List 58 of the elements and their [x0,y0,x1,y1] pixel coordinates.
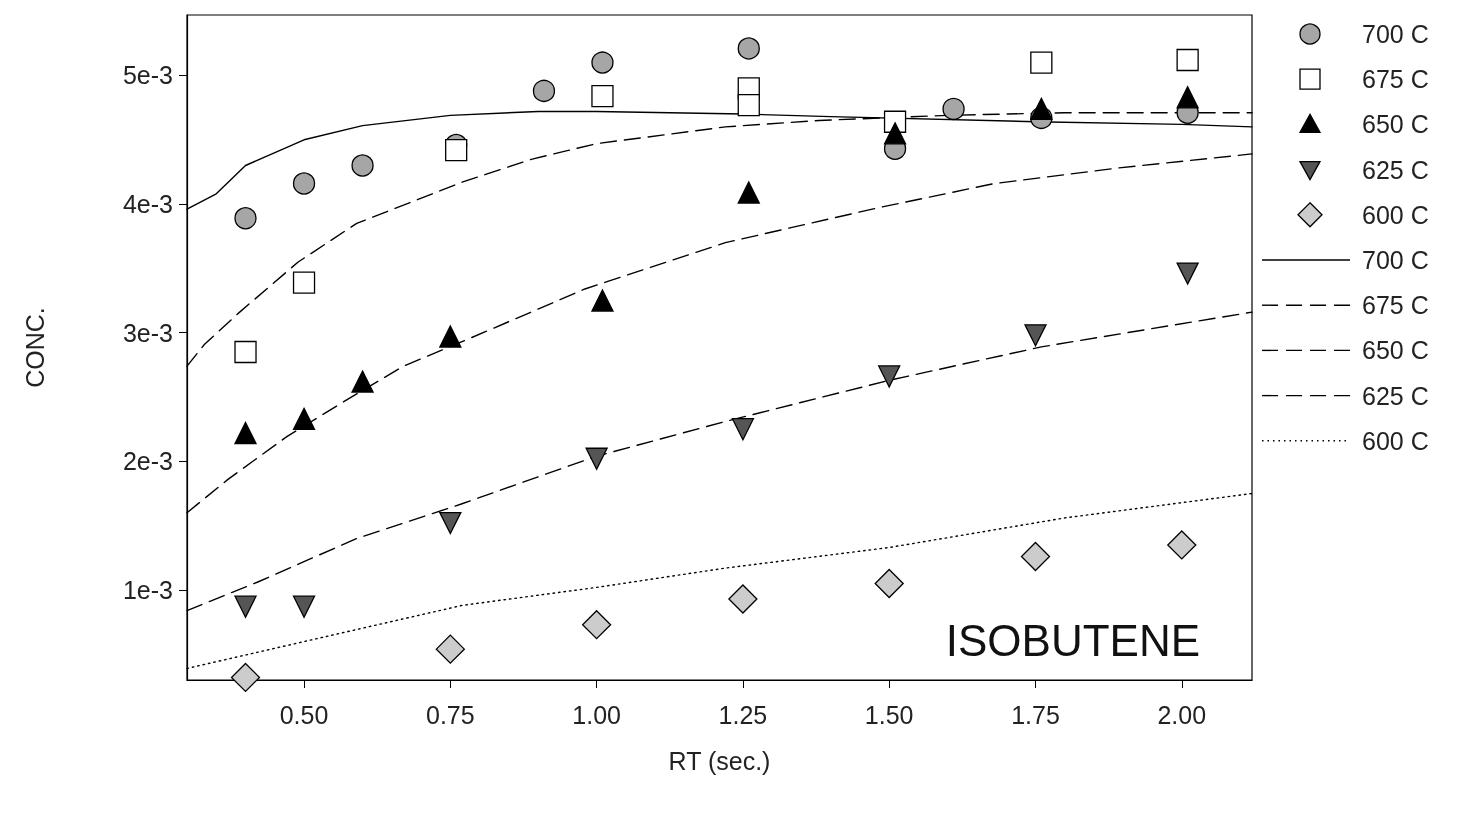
legend-label: 675 C [1362,291,1429,320]
point [292,172,316,195]
legend-label: 650 C [1362,110,1429,139]
point [737,93,760,117]
point [942,97,965,121]
point [878,365,901,388]
y-tick-label: 5e-3 [122,61,173,90]
point [1167,530,1197,560]
point [1176,86,1199,109]
point [439,325,462,348]
x-axis-title: RT (sec.) [668,746,771,775]
point [591,51,614,74]
legend-label: 625 C [1362,155,1429,184]
point [351,154,374,177]
legend-label: 600 C [1362,200,1429,229]
y-tick-label: 2e-3 [122,447,173,476]
point [292,407,316,431]
point [1020,541,1051,572]
point [883,122,907,145]
y-tick-label: 1e-3 [122,575,173,604]
point [234,595,257,618]
y-tick-label: 3e-3 [122,318,173,347]
point [351,370,374,393]
point [532,79,556,103]
point [581,610,612,640]
point [585,447,608,470]
legend-label: 600 C [1362,426,1429,455]
point [731,418,755,441]
x-tick-label: 1.50 [864,700,914,729]
point [1030,97,1053,121]
x-tick-label: 1.00 [572,700,621,729]
point [737,181,760,204]
point [1176,262,1199,285]
y-axis-title: CONC. [20,307,49,388]
point [1024,324,1047,347]
y-tick-label: 4e-3 [122,190,173,219]
x-tick-label: 1.25 [718,700,768,729]
point [439,511,462,535]
point [292,595,316,618]
point [737,37,760,60]
annotation: ISOBUTENE [945,615,1201,665]
point [445,138,468,162]
legend-label: 700 C [1362,246,1429,274]
x-tick-label: 0.75 [425,700,475,729]
point [234,207,257,230]
point [728,584,758,614]
legend-label: 675 C [1362,65,1429,94]
point [230,662,261,693]
point [591,289,614,312]
legend-label: 650 C [1362,336,1429,365]
x-tick-label: 1.75 [1011,700,1060,729]
legend-label: 625 C [1362,381,1429,410]
point [435,634,465,664]
point [874,568,904,599]
x-tick-label: 0.50 [279,700,329,729]
x-tick-label: 2.00 [1157,700,1207,729]
point [234,421,257,445]
legend-label: 700 C [1362,20,1429,48]
